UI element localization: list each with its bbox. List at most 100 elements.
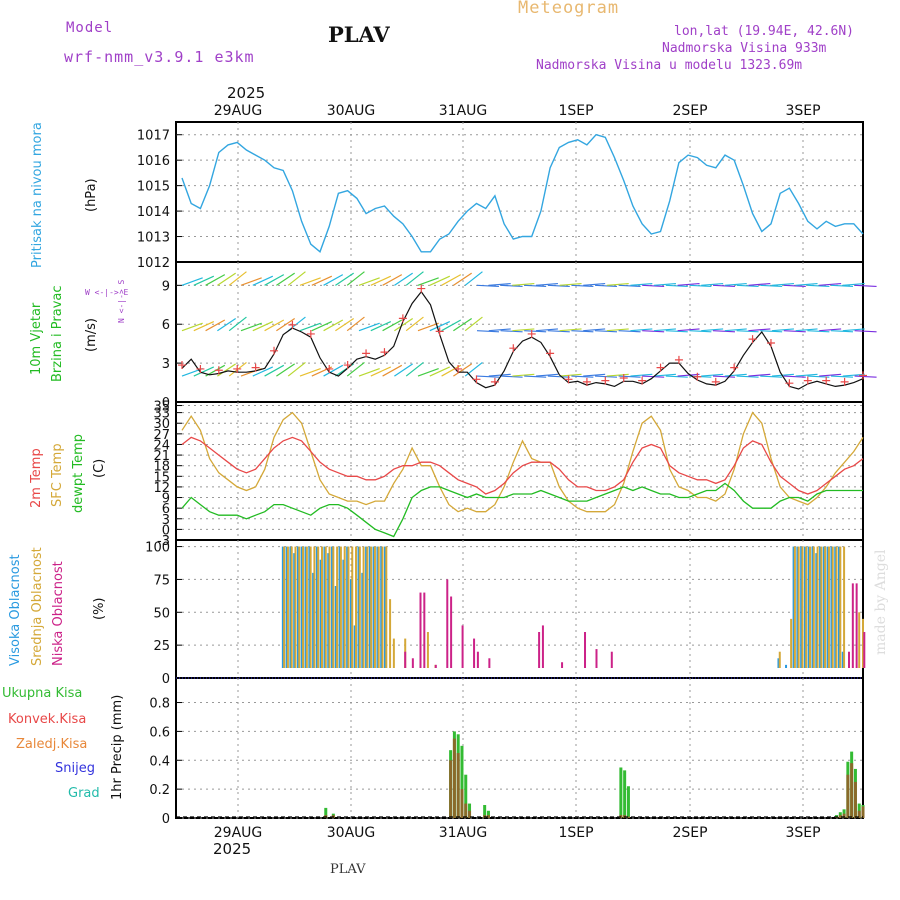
cloud-mid-bar <box>835 546 838 668</box>
cloud-mid-bar <box>385 546 388 668</box>
precip-total-bar <box>324 807 328 818</box>
wind-arrow <box>335 317 355 332</box>
cloud-mid-bar <box>294 546 297 668</box>
precip-convective-bar <box>486 815 490 818</box>
precip-total-bar <box>483 805 487 818</box>
y-tick-label: 1014 <box>137 205 170 220</box>
wind-arrow <box>701 328 724 332</box>
cloud-high-bar <box>281 546 284 668</box>
wind-arrow <box>276 317 296 332</box>
wind-arrow <box>618 284 641 288</box>
wind-arrow <box>724 373 747 377</box>
precip-convective-bar <box>460 789 464 818</box>
cloud-mid-bar <box>286 546 289 668</box>
wind-arrow <box>382 364 403 377</box>
wind-arrow <box>335 272 355 286</box>
cloud-high-bar <box>777 658 780 668</box>
cloud-mid-bar <box>809 546 812 668</box>
cloud-high-bar <box>300 546 303 668</box>
cloud-high-bar <box>841 651 844 668</box>
cloud-mid-bar <box>339 546 342 668</box>
dewpoint-line <box>181 482 863 538</box>
wind-arrow <box>346 271 365 286</box>
temp-2m-line <box>181 436 864 495</box>
cloud-low-bar <box>404 651 407 668</box>
cloud-high-bar <box>296 546 299 668</box>
x-date-label-top: 30AUG <box>327 103 376 119</box>
wind-arrow <box>488 328 511 332</box>
cloud-mid-bar <box>816 546 819 668</box>
wind-gust-marker <box>638 376 647 385</box>
cloud-low-bar <box>446 579 449 668</box>
wind-arrow <box>464 271 483 286</box>
wind-arrow <box>217 363 237 377</box>
wind-arrow <box>594 330 618 333</box>
wind-arrow <box>405 361 424 377</box>
wind-arrow <box>736 284 759 288</box>
cloud-high-bar <box>365 546 368 668</box>
x-date-label-bottom: 3SEP <box>785 825 820 841</box>
wind-arrow <box>417 367 439 377</box>
wind-arrow <box>594 284 618 288</box>
wind-arrow <box>181 277 203 286</box>
wind-gust-marker <box>472 375 481 384</box>
precip-convective-bar <box>857 810 861 818</box>
wind-arrow <box>618 375 641 378</box>
cloud-mid-bar <box>302 546 305 668</box>
wind-arrow <box>677 328 700 332</box>
cloud-high-bar <box>376 546 379 668</box>
cloud-low-bar <box>461 625 464 668</box>
cloud-mid-bar <box>320 546 323 668</box>
sfc-temp-line <box>181 411 864 513</box>
wind-arrow <box>724 328 747 332</box>
wind-gust-marker <box>601 376 610 385</box>
wind-arrow <box>807 284 830 288</box>
cloud-high-bar <box>308 546 311 668</box>
precip-legend-frozen: Zaledj.Kisa <box>16 737 88 752</box>
cloud-mid-bar <box>343 546 346 668</box>
precip-legend-graupel: Grad <box>68 786 100 801</box>
cloud-high-bar <box>289 546 292 668</box>
wind-arrow <box>453 317 473 332</box>
wind-arrow <box>748 282 771 286</box>
wind-arrow <box>559 373 582 377</box>
cloud-high-bar <box>334 586 337 668</box>
y-tick-label: 12 <box>153 481 170 496</box>
cloud-high-bar <box>834 546 837 668</box>
cloud-mid-bar <box>839 546 842 668</box>
wind-gust-marker <box>417 284 426 293</box>
wind-arrow <box>476 330 500 333</box>
wind-arrow <box>370 366 392 377</box>
wind-arrow <box>819 373 842 377</box>
precip-legend-total: Ukupna Kisa <box>2 686 83 701</box>
wind-arrow <box>346 316 365 332</box>
wind-arrow <box>771 373 794 377</box>
cloud-mid-bar <box>389 599 392 668</box>
y-tick-label: 30 <box>153 417 170 432</box>
cloud-mid-bar <box>370 546 373 668</box>
wind-gust-marker <box>564 375 573 384</box>
y-tick-label: 9 <box>162 279 170 294</box>
y-tick-label: 6 <box>162 502 170 517</box>
cloud-high-bar <box>819 546 822 668</box>
wind-arrow <box>677 373 700 377</box>
wind-gust-marker <box>822 376 831 385</box>
pressure-line <box>181 133 864 253</box>
cloud-low-bar <box>488 658 491 668</box>
cloud-high-bar <box>293 553 296 668</box>
cloud-mid-bar <box>797 546 800 668</box>
cloud-mid-bar <box>328 546 331 668</box>
wind-arrow <box>429 366 451 377</box>
panel-frame <box>175 121 864 263</box>
wind-arrow <box>488 373 511 377</box>
wind-arrow <box>689 284 712 288</box>
wind-gust-marker <box>840 377 849 386</box>
y-tick-label: 0.4 <box>149 754 170 769</box>
cloud-mid-bar <box>805 546 808 668</box>
cloud-mid-bar <box>305 546 308 668</box>
precip-convective-bar <box>464 803 468 818</box>
x-date-label-bottom: 2SEP <box>672 825 707 841</box>
wind-arrow <box>594 375 618 378</box>
cloud-low-bar <box>538 632 541 668</box>
elevation: Nadmorska Visina 933m <box>662 41 827 56</box>
